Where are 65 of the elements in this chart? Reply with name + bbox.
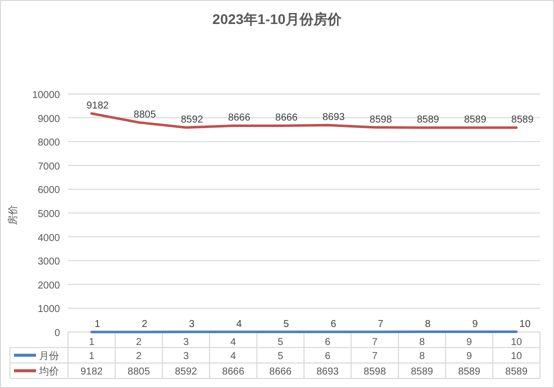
x-tick-label: 8 (425, 318, 431, 330)
y-tick-label: 9000 (38, 114, 60, 125)
y-tick-label: 7000 (38, 161, 60, 172)
category-label: 8 (419, 351, 425, 362)
x-tick-label: 6 (330, 318, 337, 330)
data-label: 4 (230, 337, 236, 348)
data-label: 2 (136, 337, 142, 348)
data-label: 9 (466, 337, 472, 348)
chart-title: 2023年1-10月份房价 (212, 11, 343, 27)
annotation: 8666 (228, 112, 251, 124)
data-label: 3 (183, 337, 190, 348)
y-axis-title: 房价 (7, 205, 19, 225)
data-label: 8693 (316, 366, 340, 378)
x-tick-label: 1 (94, 318, 101, 330)
data-label: 7 (372, 337, 378, 348)
annotation: 8589 (464, 114, 487, 126)
x-tick-label: 2 (142, 318, 148, 330)
y-tick-label: 8000 (38, 138, 60, 149)
y-tick-label: 5000 (38, 209, 60, 220)
data-label: 8589 (410, 366, 434, 378)
data-label: 8598 (364, 366, 386, 378)
y-tick-label: 0 (54, 328, 60, 339)
legend-label: 均价 (38, 366, 59, 378)
data-label: 8592 (174, 366, 198, 378)
category-label: 2 (136, 351, 142, 362)
data-label: 6 (324, 337, 331, 348)
category-label: 6 (324, 351, 330, 362)
annotation: 8805 (134, 109, 156, 120)
category-label: 7 (372, 351, 378, 362)
y-tick-label: 3000 (38, 256, 60, 268)
y-tick-label: 10000 (32, 90, 60, 101)
category-label: 9 (466, 351, 472, 362)
annotation: 8589 (511, 114, 534, 126)
x-tick-label: 7 (378, 318, 384, 330)
annotation: 8589 (416, 114, 440, 126)
annotation: 8598 (370, 114, 392, 126)
annotation: 8693 (322, 112, 346, 124)
data-label: 10 (510, 337, 522, 348)
annotation: 8666 (275, 112, 298, 124)
x-tick-label: 9 (472, 318, 478, 330)
y-tick-label: 2000 (38, 280, 60, 292)
data-label: 8 (419, 337, 426, 348)
data-label: 8805 (128, 366, 150, 378)
data-label: 8589 (505, 366, 528, 378)
data-label: 8589 (458, 366, 481, 378)
data-label: 5 (278, 337, 284, 348)
data-label: 1 (88, 337, 95, 348)
category-label: 4 (230, 351, 236, 362)
data-label: 9182 (80, 366, 104, 378)
category-label: 10 (510, 351, 522, 362)
y-tick-label: 4000 (38, 232, 60, 244)
category-label: 5 (278, 351, 284, 362)
x-tick-label: 3 (189, 318, 195, 330)
x-tick-label: 10 (519, 318, 531, 330)
data-label: 8666 (222, 366, 245, 378)
x-tick-label: 5 (283, 318, 290, 330)
y-tick-label: 1000 (38, 304, 60, 316)
category-label: 1 (88, 351, 94, 362)
annotation: 9182 (86, 100, 110, 112)
annotation: 8592 (180, 114, 204, 126)
y-tick-label: 6000 (38, 185, 60, 196)
data-label: 8666 (269, 366, 292, 378)
category-label: 3 (183, 351, 189, 362)
x-tick-label: 4 (236, 318, 242, 330)
legend-label: 月份 (39, 351, 59, 362)
